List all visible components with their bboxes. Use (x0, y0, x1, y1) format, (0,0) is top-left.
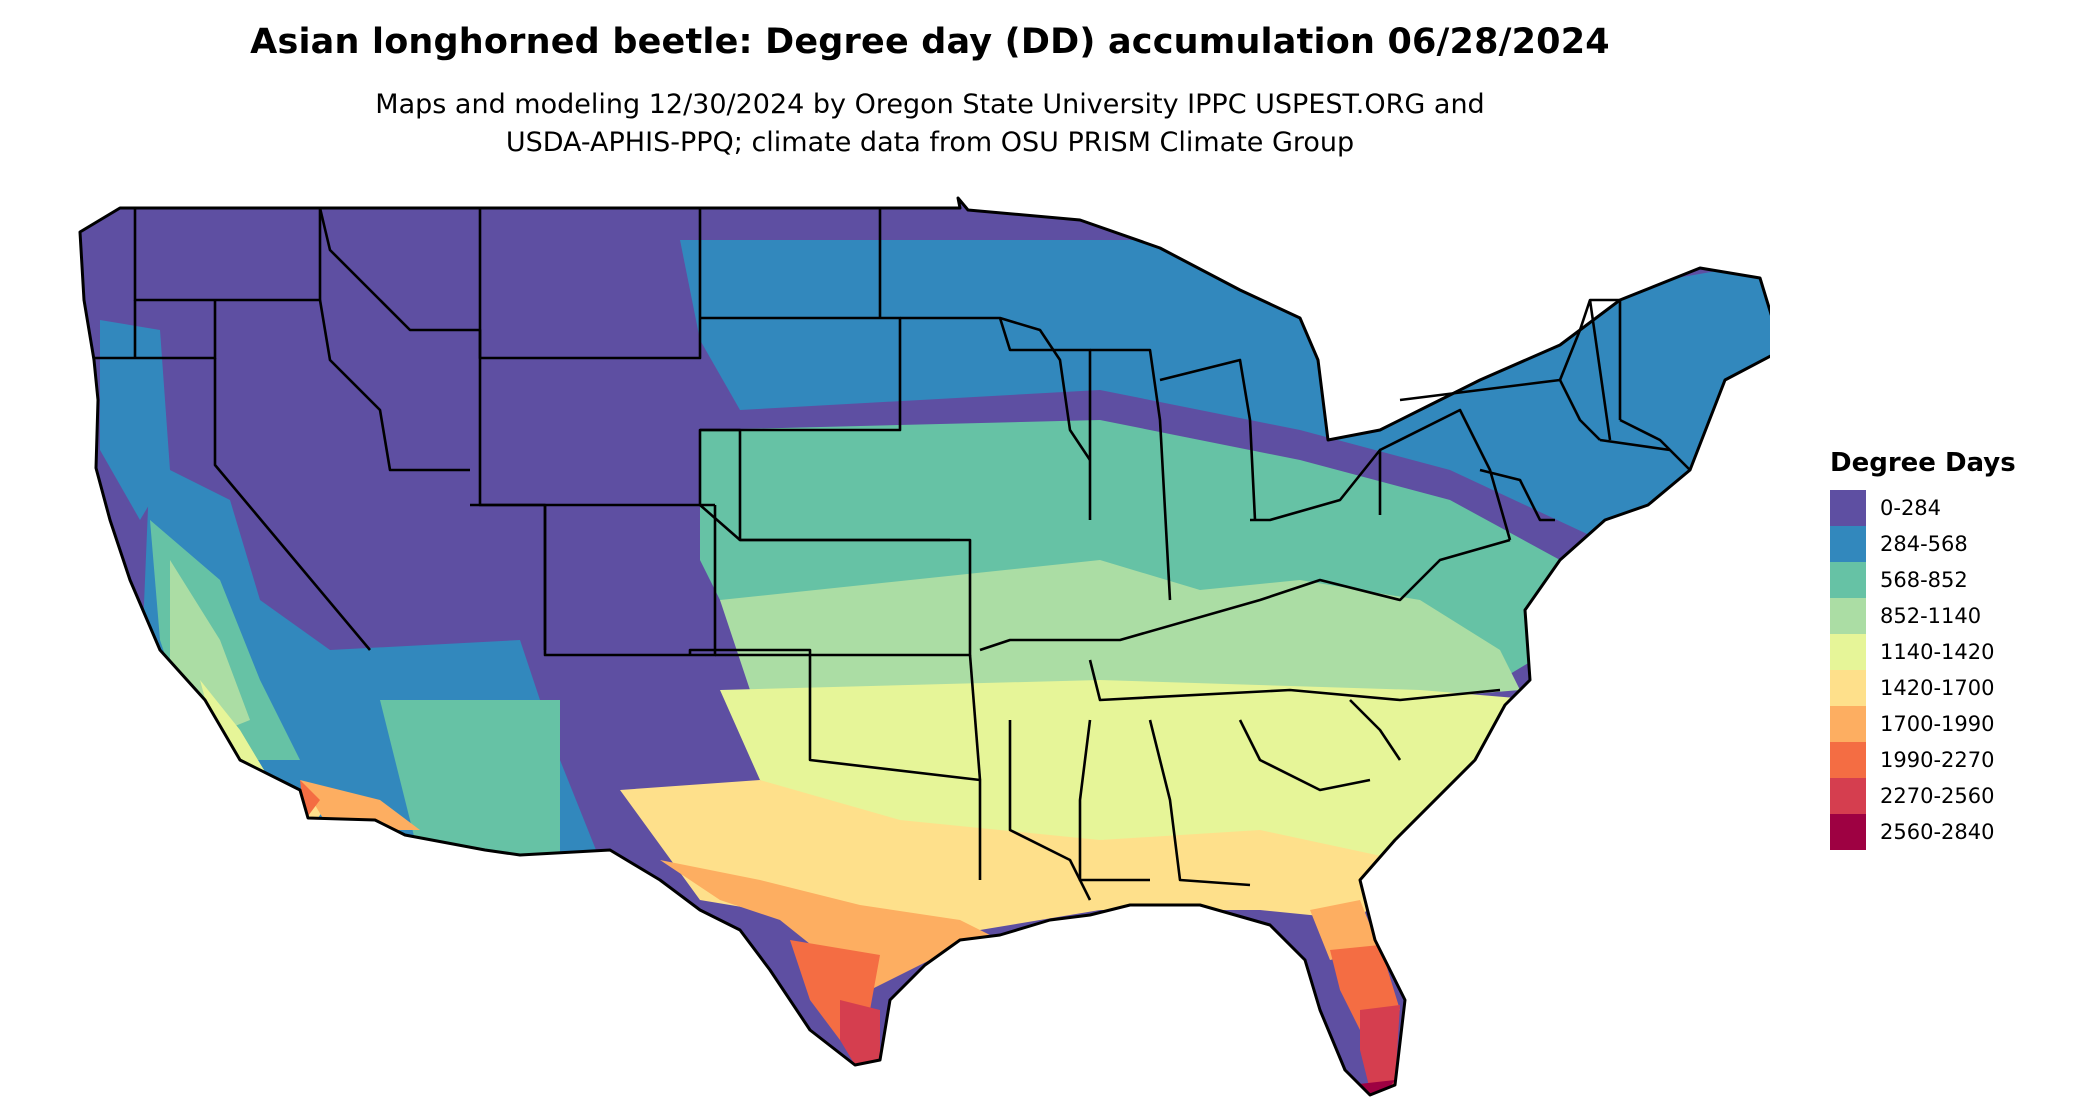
legend-swatch (1830, 706, 1866, 742)
zone-2270-2560 (840, 1000, 1400, 1090)
legend-label: 2270-2560 (1880, 784, 1995, 808)
legend-item: 284-568 (1830, 526, 2090, 562)
legend-item: 1420-1700 (1830, 670, 2090, 706)
legend-swatch (1830, 778, 1866, 814)
zone-1990-2270 (300, 780, 1400, 1040)
legend: Degree Days 0-284 284-568 568-852 852-1140 1… (1830, 448, 2090, 850)
legend-label: 1140-1420 (1880, 640, 1995, 664)
legend-swatch (1830, 814, 1866, 850)
us-outline (78, 196, 1770, 1097)
zone-1700-1990 (300, 780, 1380, 990)
state-borders (94, 207, 1691, 901)
legend-item: 568-852 (1830, 562, 2090, 598)
zone-1140-1420 (200, 680, 1540, 880)
legend-item: 0-284 (1830, 490, 2090, 526)
legend-label: 1420-1700 (1880, 676, 1995, 700)
legend-item: 2270-2560 (1830, 778, 2090, 814)
degree-day-map (78, 196, 1770, 1097)
subtitle-line-1: Maps and modeling 12/30/2024 by Oregon S… (375, 89, 1485, 120)
zone-1420-1700 (220, 760, 1400, 940)
legend-item: 1140-1420 (1830, 634, 2090, 670)
map-title: Asian longhorned beetle: Degree day (DD)… (250, 22, 1610, 62)
legend-item: 1990-2270 (1830, 742, 2090, 778)
legend-items: 0-284 284-568 568-852 852-1140 1140-1420 1420… (1830, 490, 2090, 850)
legend-label: 0-284 (1880, 496, 1942, 520)
legend-item: 852-1140 (1830, 598, 2090, 634)
legend-label: 852-1140 (1880, 604, 1982, 628)
legend-swatch (1830, 670, 1866, 706)
legend-label: 2560-2840 (1880, 820, 1995, 844)
legend-swatch (1830, 490, 1866, 526)
legend-swatch (1830, 562, 1866, 598)
legend-title: Degree Days (1830, 448, 2016, 478)
map-subtitle: Maps and modeling 12/30/2024 by Oregon S… (0, 86, 1860, 162)
legend-item: 1700-1990 (1830, 706, 2090, 742)
legend-label: 1700-1990 (1880, 712, 1995, 736)
zone-2560-2840 (1345, 1080, 1395, 1095)
legend-label: 568-852 (1880, 568, 1968, 592)
legend-swatch (1830, 742, 1866, 778)
legend-item: 2560-2840 (1830, 814, 2090, 850)
legend-swatch (1830, 526, 1866, 562)
legend-swatch (1830, 598, 1866, 634)
legend-label: 284-568 (1880, 532, 1968, 556)
legend-swatch (1830, 634, 1866, 670)
legend-label: 1990-2270 (1880, 748, 1995, 772)
subtitle-line-2: USDA-APHIS-PPQ; climate data from OSU PR… (505, 127, 1355, 158)
